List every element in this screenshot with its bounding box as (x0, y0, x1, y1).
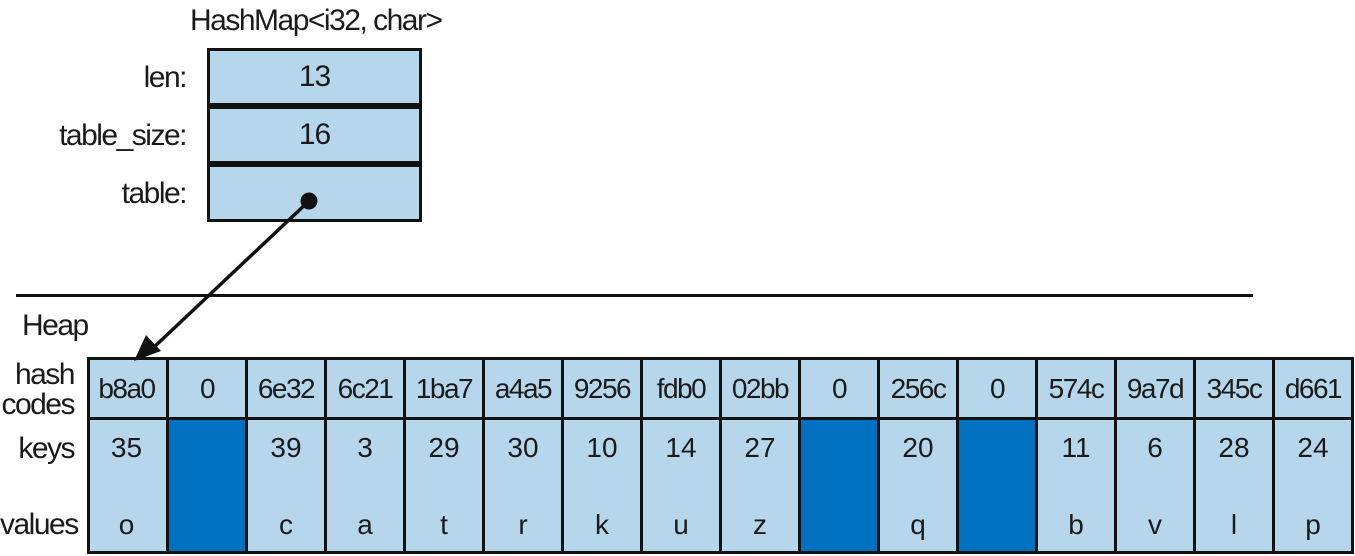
bucket-hash-code: 02bb (722, 360, 798, 420)
bucket-value: t (440, 509, 448, 540)
bucket-12: 574c 11 b (1035, 357, 1114, 554)
table-size-label: table_size: (59, 119, 187, 152)
bucket-hash-code: 1ba7 (406, 360, 482, 420)
bucket-value: v (1148, 509, 1162, 540)
bucket-hash-code: fdb0 (643, 360, 719, 420)
bucket-key: 28 (1218, 432, 1250, 463)
heap-label: Heap (22, 309, 89, 342)
hash-codes-row-label: hash codes (1, 358, 75, 421)
bucket-key: 24 (1297, 432, 1329, 463)
table-size-value: 16 (298, 118, 331, 151)
bucket-hash-code: 0 (959, 360, 1035, 420)
bucket-14: 345c 28 l (1193, 357, 1272, 554)
bucket-9: 0 (798, 357, 877, 554)
bucket-hash-code: 9a7d (1117, 360, 1193, 420)
table-pointer-cell (207, 164, 422, 222)
bucket-hash-code: d661 (1275, 360, 1351, 420)
len-value: 13 (298, 60, 331, 93)
bucket-key: 27 (744, 432, 776, 463)
bucket-10: 256c 20 q (877, 357, 956, 554)
pointer-dot (300, 192, 318, 210)
bucket-value: p (1305, 509, 1321, 540)
bucket-6: 9256 10 k (561, 357, 640, 554)
bucket-15: d661 24 p (1272, 357, 1351, 554)
arrow-head (134, 335, 161, 361)
bucket-value: b (1068, 509, 1084, 540)
bucket-7: fdb0 14 u (640, 357, 719, 554)
bucket-hash-code: 574c (1038, 360, 1114, 420)
bucket-key: 29 (428, 432, 460, 463)
bucket-key: 10 (586, 432, 618, 463)
bucket-value: k (595, 509, 609, 540)
bucket-4: 1ba7 29 t (403, 357, 482, 554)
bucket-hash-code: a4a5 (485, 360, 561, 420)
bucket-hash-code: 0 (801, 360, 877, 420)
bucket-3: 6c21 3 a (324, 357, 403, 554)
empty-bucket-fill (801, 420, 877, 551)
bucket-0: b8a0 35 o (87, 357, 166, 554)
bucket-2: 6e32 39 c (245, 357, 324, 554)
arrow-line (150, 199, 311, 351)
bucket-13: 9a7d 6 v (1114, 357, 1193, 554)
bucket-value: l (1230, 509, 1238, 540)
bucket-5: a4a5 30 r (482, 357, 561, 554)
bucket-value: q (910, 509, 926, 540)
bucket-key: 11 (1061, 432, 1091, 463)
bucket-key: 6 (1147, 432, 1163, 463)
keys-row-label: keys (18, 432, 75, 465)
bucket-key: 30 (507, 432, 539, 463)
bucket-key: 35 (110, 432, 143, 463)
bucket-value: r (518, 509, 528, 540)
table-size-cell: 16 (207, 106, 422, 164)
bucket-value: a (357, 509, 373, 540)
bucket-8: 02bb 27 z (719, 357, 798, 554)
empty-bucket-fill (169, 420, 245, 551)
values-row-label: values (0, 508, 79, 541)
len-label: len: (143, 61, 188, 94)
bucket-key: 20 (902, 432, 934, 463)
len-cell: 13 (207, 48, 422, 106)
bucket-hash-code: 6e32 (248, 360, 324, 420)
bucket-1: 0 (166, 357, 245, 554)
hashmap-type-title: HashMap<i32, char> (190, 4, 443, 37)
bucket-hash-code: 345c (1196, 360, 1272, 420)
bucket-hash-code: b8a0 (87, 360, 166, 420)
bucket-11: 0 (956, 357, 1035, 554)
bucket-value: c (279, 509, 293, 540)
bucket-value: o (118, 509, 135, 540)
bucket-key: 39 (270, 432, 302, 463)
bucket-hash-code: 6c21 (327, 360, 403, 420)
bucket-hash-code: 0 (169, 360, 245, 420)
bucket-hash-code: 256c (880, 360, 956, 420)
stack-heap-divider (16, 294, 1253, 297)
bucket-key: 3 (357, 432, 373, 463)
bucket-key: 14 (665, 432, 697, 463)
empty-bucket-fill (959, 420, 1035, 551)
table-label: table: (121, 177, 188, 210)
bucket-value: u (673, 509, 689, 540)
bucket-value: z (753, 509, 767, 540)
bucket-hash-code: 9256 (564, 360, 640, 420)
